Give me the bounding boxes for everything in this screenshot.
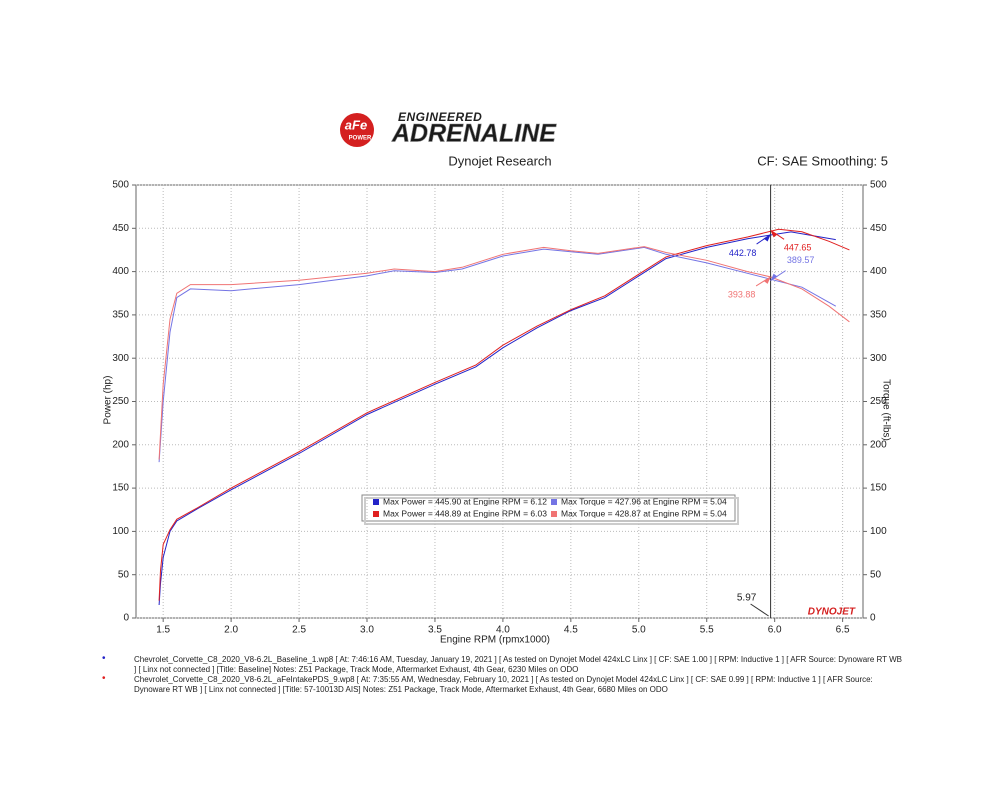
y2-tick-label: 450 bbox=[870, 223, 887, 234]
note-text: Chevrolet_Corvette_C8_2020_V8-6.2L_Basel… bbox=[134, 655, 902, 674]
note: • Chevrolet_Corvette_C8_2020_V8-6.2L_aFeI… bbox=[102, 673, 904, 695]
y2-tick-label: 200 bbox=[870, 439, 887, 450]
y-tick-label: 300 bbox=[112, 353, 129, 364]
legend-label: Max Power = 445.90 at Engine RPM = 6.12 bbox=[383, 496, 547, 506]
note-dot: • bbox=[102, 673, 106, 684]
y-tick-label: 150 bbox=[112, 483, 129, 494]
y-tick-label: 400 bbox=[112, 266, 129, 277]
logo-badge-sub: POWER bbox=[349, 136, 372, 142]
legend-box bbox=[361, 494, 736, 522]
x-tick-label: 2.5 bbox=[292, 625, 306, 636]
legend-shadow bbox=[364, 497, 739, 525]
legend-swatch bbox=[551, 499, 557, 505]
cursor-marker-stem bbox=[756, 234, 771, 245]
x-tick-label: 4.5 bbox=[564, 625, 578, 636]
series-line bbox=[158, 231, 836, 606]
y-tick-label: 100 bbox=[112, 526, 129, 537]
y-tick-label: 350 bbox=[112, 310, 129, 321]
y-tick-label: 250 bbox=[112, 396, 129, 407]
logo-wordmark: ADRENALINE bbox=[391, 120, 557, 148]
y2-tick-label: 400 bbox=[870, 266, 887, 277]
x-tick-label: 3.5 bbox=[428, 625, 442, 636]
y2-tick-label: 300 bbox=[870, 353, 887, 364]
legend-swatch bbox=[551, 511, 557, 517]
series-line bbox=[158, 228, 850, 601]
y2-tick-label: 350 bbox=[870, 310, 887, 321]
x-tick-label: 6.5 bbox=[836, 625, 850, 636]
cursor-value-label: 442.78 bbox=[729, 248, 757, 258]
cursor-value-label: 389.57 bbox=[787, 255, 815, 265]
legend-swatch bbox=[373, 511, 379, 517]
x-tick-label: 4.0 bbox=[496, 625, 510, 636]
chart-title: Dynojet Research bbox=[448, 153, 551, 168]
logo-badge bbox=[340, 113, 374, 147]
cursor-value-label: 393.88 bbox=[728, 289, 756, 299]
cursor-marker bbox=[763, 276, 771, 284]
y-tick-label: 450 bbox=[112, 223, 129, 234]
series-line bbox=[158, 246, 850, 460]
logo-badge-text: aFe bbox=[345, 117, 367, 132]
y-tick-label: 500 bbox=[112, 180, 129, 191]
chart-subtitle: CF: SAE Smoothing: 5 bbox=[757, 153, 888, 168]
y2-axis-label: Torque (ft-lbs) bbox=[880, 379, 891, 441]
note-dot: • bbox=[102, 653, 106, 664]
legend-label: Max Torque = 428.87 at Engine RPM = 5.04 bbox=[561, 508, 727, 518]
cursor-pointer bbox=[750, 603, 769, 617]
cursor-marker-stem bbox=[755, 276, 771, 287]
x-tick-label: 5.0 bbox=[632, 625, 646, 636]
cursor-label: 5.97 bbox=[737, 593, 757, 604]
cursor-value-label: 447.65 bbox=[784, 243, 812, 253]
y2-tick-label: 100 bbox=[870, 526, 887, 537]
cursor-marker-stem bbox=[770, 270, 786, 282]
note-text: Chevrolet_Corvette_C8_2020_V8-6.2L_aFeIn… bbox=[134, 675, 873, 694]
y-tick-label: 0 bbox=[123, 613, 129, 624]
y2-tick-label: 50 bbox=[870, 569, 882, 580]
note: • Chevrolet_Corvette_C8_2020_V8-6.2L_Base… bbox=[102, 653, 904, 675]
y2-tick-label: 150 bbox=[870, 483, 887, 494]
series-line bbox=[158, 246, 837, 463]
x-tick-label: 5.5 bbox=[700, 625, 714, 636]
y-axis-label: Power (hp) bbox=[103, 376, 114, 425]
y-tick-label: 50 bbox=[118, 569, 130, 580]
x-tick-label: 1.5 bbox=[156, 625, 170, 636]
x-tick-label: 3.0 bbox=[360, 625, 374, 636]
y2-tick-label: 0 bbox=[870, 613, 876, 624]
y2-tick-label: 250 bbox=[870, 396, 887, 407]
x-axis-label: Engine RPM (rpmx1000) bbox=[440, 635, 550, 646]
x-tick-label: 6.0 bbox=[768, 625, 782, 636]
y-tick-label: 200 bbox=[112, 439, 129, 450]
footer-logo: DYNOJET bbox=[808, 607, 856, 618]
x-tick-label: 2.0 bbox=[224, 625, 238, 636]
legend-swatch bbox=[373, 499, 379, 505]
legend-label: Max Torque = 427.96 at Engine RPM = 5.04 bbox=[561, 496, 727, 506]
legend-label: Max Power = 448.89 at Engine RPM = 6.03 bbox=[383, 508, 547, 518]
logo-tagline: ENGINEERED bbox=[398, 110, 482, 124]
cursor-marker-stem bbox=[770, 229, 785, 240]
y2-tick-label: 500 bbox=[870, 180, 887, 191]
